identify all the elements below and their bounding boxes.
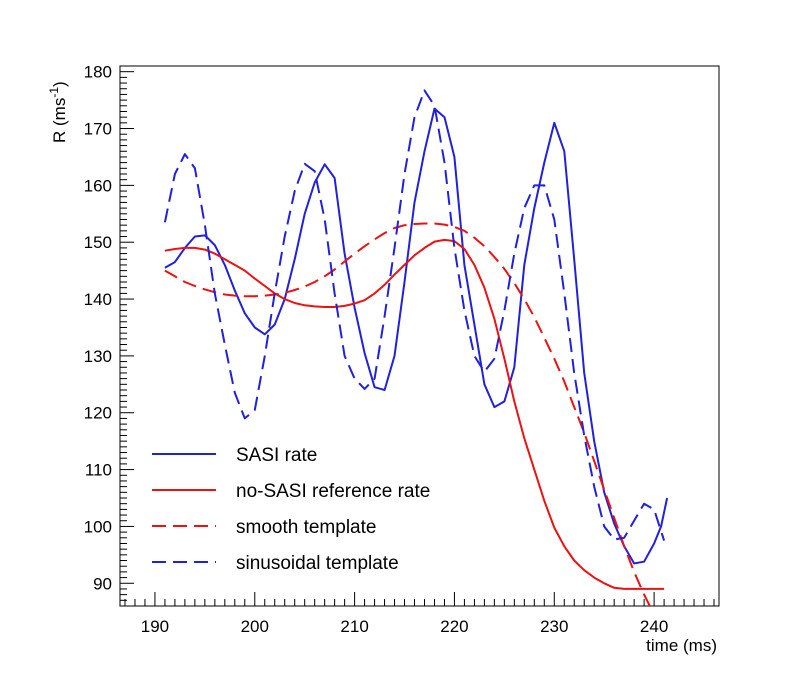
x-tick-label: 230 — [540, 617, 568, 636]
legend-label-sasi-rate: SASI rate — [236, 445, 317, 466]
x-tick-label: 210 — [340, 617, 368, 636]
x-tick-label: 200 — [241, 617, 269, 636]
y-tick-label: 90 — [93, 574, 112, 593]
y-tick-label: 150 — [84, 233, 112, 252]
x-tick-label: 190 — [141, 617, 169, 636]
y-tick-label: 130 — [84, 347, 112, 366]
y-tick-label: 170 — [84, 120, 112, 139]
y-tick-label: 180 — [84, 63, 112, 82]
y-axis-title-close: ) — [50, 81, 69, 87]
legend: SASI rate no-SASI reference rate smooth … — [152, 445, 430, 574]
series-line-no-sasi-reference-rate — [164, 238, 665, 590]
plot-frame — [119, 65, 720, 607]
y-tick-label: 100 — [84, 517, 112, 536]
series-line-sasi-rate — [164, 107, 669, 565]
series-line-smooth-template — [164, 222, 651, 606]
series-group — [163, 89, 669, 606]
y-tick-label: 160 — [84, 176, 112, 195]
series-line-sinusoidal-template — [163, 89, 666, 541]
axis-ticks: 190 200 210 220 230 240 90 100 110 120 130 140 150 16… — [84, 63, 715, 636]
y-axis-title-sup: -1 — [47, 87, 61, 98]
y-axis-title: R (ms-1) — [47, 81, 69, 143]
x-tick-label: 240 — [640, 617, 668, 636]
y-tick-label: 140 — [84, 290, 112, 309]
y-tick-label: 110 — [85, 461, 112, 480]
y-tick-label: 120 — [84, 404, 112, 423]
x-tick-label: 220 — [440, 617, 468, 636]
x-axis-title: time (ms) — [646, 636, 717, 655]
legend-label-smooth-template: smooth template — [236, 517, 376, 538]
y-axis-title-main: R (ms — [50, 98, 69, 143]
legend-label-sinusoidal-template: sinusoidal template — [236, 553, 399, 574]
legend-label-no-sasi-reference-rate: no-SASI reference rate — [236, 481, 430, 502]
